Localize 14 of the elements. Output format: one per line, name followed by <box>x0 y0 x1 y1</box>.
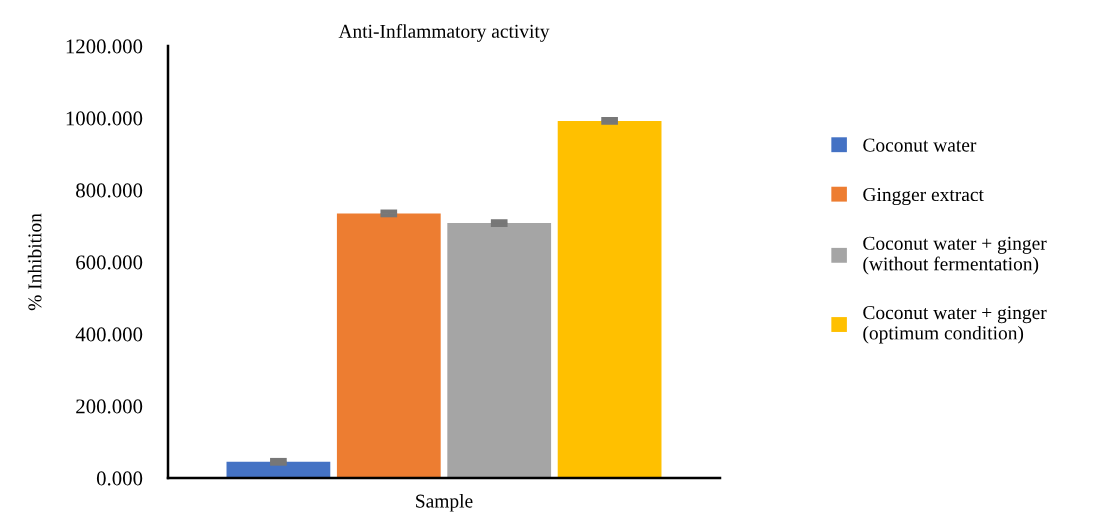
y-tick-label: 600.000 <box>76 255 143 270</box>
y-tick-label: 0.000 <box>96 471 143 486</box>
y-tick-label: 1200.000 <box>66 39 143 54</box>
y-tick-label: 800.000 <box>76 183 143 198</box>
y-tick-label: 1000.000 <box>66 111 143 126</box>
legend-label: Gingger extract <box>863 188 984 206</box>
x-axis-title: Sample <box>416 493 473 512</box>
legend-label: Coconut water + ginger (optimum condition) <box>863 306 1047 344</box>
y-tick-label: 400.000 <box>75 327 143 342</box>
chart-title: Anti-Inflammatory activity <box>338 23 550 42</box>
y-axis-title: % Inhibition <box>27 213 42 311</box>
y-tick-label: 200.000 <box>76 399 143 414</box>
legend-label: Coconut water <box>863 138 977 152</box>
legend-label: Coconut water + ginger (without fermentation) <box>863 236 1047 275</box>
